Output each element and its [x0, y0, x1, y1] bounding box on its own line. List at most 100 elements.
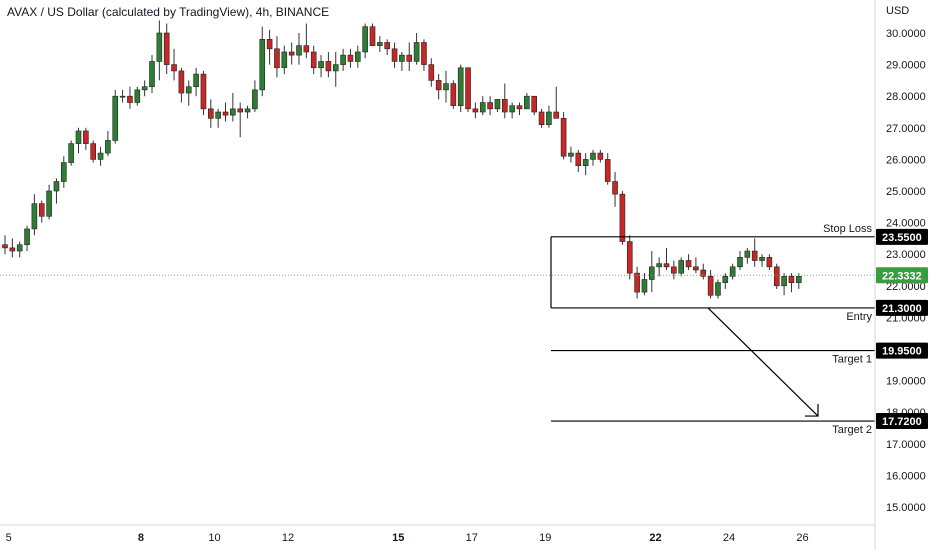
- candle: [119, 89, 126, 103]
- candle-body: [244, 108, 251, 113]
- candle: [715, 279, 721, 299]
- candle-body: [119, 95, 126, 98]
- candle: [693, 257, 699, 274]
- time-tick-label: 12: [282, 532, 294, 544]
- candle-body: [252, 89, 258, 110]
- target-1-badge-text: 19.9500: [882, 346, 922, 358]
- price-tick-label: 19.0000: [886, 376, 926, 388]
- candle: [421, 39, 427, 71]
- candle: [700, 263, 707, 280]
- candle-body: [332, 64, 339, 72]
- candle: [354, 45, 361, 68]
- candle-body: [296, 45, 302, 56]
- candle: [729, 263, 736, 280]
- candle: [222, 102, 229, 122]
- candle: [274, 36, 280, 78]
- candle: [230, 93, 236, 122]
- candle: [781, 273, 787, 296]
- candle-body: [266, 39, 273, 50]
- candle-body: [38, 203, 45, 217]
- candle: [472, 102, 479, 119]
- candle-body: [428, 64, 435, 81]
- price-tick-label: 23.0000: [886, 249, 926, 261]
- candle-body: [509, 105, 515, 113]
- candle-body: [538, 111, 545, 125]
- candle: [685, 254, 692, 270]
- candle-body: [9, 247, 16, 252]
- target-1-badge-bg: [876, 342, 928, 359]
- candle: [112, 89, 119, 144]
- candle-body: [575, 152, 582, 167]
- candle: [9, 238, 16, 258]
- candle: [737, 251, 743, 270]
- entry-badge: 21.3000: [876, 299, 928, 316]
- candle: [413, 33, 420, 65]
- candle-body: [362, 26, 368, 53]
- candle: [399, 51, 405, 71]
- candle: [663, 247, 670, 270]
- candle-body: [766, 257, 773, 268]
- candle: [185, 80, 192, 106]
- candle-body: [795, 276, 802, 283]
- candle: [46, 184, 52, 220]
- target-2-badge-text: 17.7200: [882, 416, 922, 428]
- time-axis[interactable]: 5 8 10 12 15 17 19 22 24 26: [0, 524, 875, 544]
- candle: [90, 140, 96, 163]
- level-label: Stop Loss: [823, 223, 872, 235]
- candle: [678, 257, 685, 277]
- candle-body: [781, 276, 787, 287]
- candle: [266, 29, 273, 65]
- candle-body: [626, 241, 633, 274]
- candle: [582, 153, 589, 176]
- candle-body: [185, 86, 192, 94]
- price-tick-label: 17.0000: [886, 439, 926, 451]
- candle-body: [604, 159, 611, 182]
- candle-body: [421, 42, 427, 65]
- candle-body: [171, 64, 177, 72]
- candle-body: [377, 42, 383, 46]
- candle-body: [406, 54, 413, 62]
- candle: [443, 70, 449, 103]
- candle: [509, 102, 515, 119]
- candle: [494, 99, 501, 112]
- stop-loss-badge: 23.5500: [876, 228, 928, 245]
- price-tick-label: 22.0000: [886, 281, 926, 293]
- candle-body: [281, 51, 288, 69]
- candle-body: [531, 95, 538, 113]
- entry-badge-bg: [876, 299, 928, 316]
- candle-body: [97, 152, 104, 160]
- candle: [516, 102, 523, 116]
- candle-body: [457, 67, 464, 106]
- candle-body: [546, 111, 552, 125]
- price-tick-label: 24.0000: [886, 218, 926, 230]
- candle: [465, 67, 471, 112]
- candle-body: [208, 108, 214, 119]
- candle-body: [443, 83, 449, 91]
- candle: [795, 273, 802, 289]
- target-2-badge: 17.7200: [876, 413, 928, 430]
- candle: [149, 55, 155, 94]
- candle-body: [193, 73, 199, 88]
- candle: [244, 105, 251, 119]
- price-tick-label: 16.0000: [886, 470, 926, 482]
- candle: [83, 127, 89, 150]
- candle-body: [2, 244, 8, 249]
- candle: [619, 191, 626, 245]
- candle-body: [773, 266, 780, 287]
- candle-body: [53, 181, 60, 192]
- candle: [766, 254, 773, 270]
- candle: [237, 102, 243, 138]
- candle: [31, 194, 38, 236]
- candle-body: [553, 111, 560, 119]
- candle-body: [678, 260, 685, 274]
- candle-body: [340, 54, 346, 65]
- price-axis[interactable]: 15.000016.000017.000018.000019.000021.00…: [874, 0, 926, 550]
- candle: [347, 48, 354, 68]
- candle-body: [582, 159, 589, 167]
- price-tick-label: 25.0000: [886, 186, 926, 198]
- candle-body: [134, 89, 141, 103]
- candle: [163, 23, 170, 75]
- candle-body: [303, 45, 310, 53]
- candle-body: [700, 269, 707, 277]
